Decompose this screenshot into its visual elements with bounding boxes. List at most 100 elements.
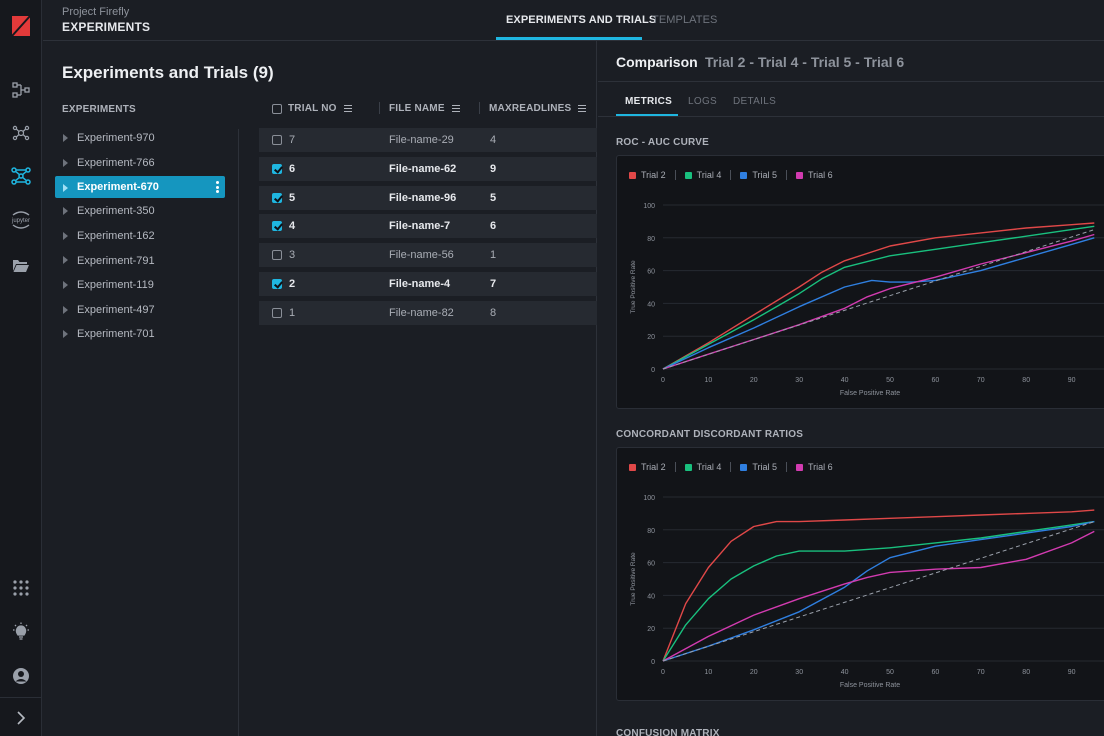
user-icon[interactable] <box>0 662 42 690</box>
select-all-checkbox[interactable] <box>272 104 282 114</box>
top-header: Project Firefly EXPERIMENTS EXPERIMENTS … <box>43 0 1104 41</box>
table-row[interactable]: 3 File-name-56 1 <box>259 243 597 267</box>
column-maxreadlines[interactable]: MAXREADLINES <box>489 103 587 114</box>
tab-details[interactable]: DETAILS <box>733 96 777 107</box>
y-tick-label: 100 <box>643 203 655 210</box>
legend-item[interactable]: Trial 5 <box>740 170 777 180</box>
comparison-title: Comparison <box>616 54 698 70</box>
project-name: Project Firefly <box>62 6 130 18</box>
chart-legend: Trial 2 Trial 4 Trial 5 Trial 6 <box>629 170 842 180</box>
table-row[interactable]: 5 File-name-96 5 <box>259 186 597 210</box>
column-separator <box>379 102 380 114</box>
experiment-item-selected[interactable]: Experiment-670 <box>55 176 225 199</box>
experiment-item[interactable]: Experiment-162 <box>55 224 225 249</box>
experiment-item[interactable]: Experiment-701 <box>55 322 225 347</box>
x-tick-label: 60 <box>932 669 940 676</box>
table-row[interactable]: 4 File-name-7 6 <box>259 214 597 238</box>
y-tick-label: 20 <box>647 334 655 341</box>
expand-caret-icon[interactable] <box>63 134 68 142</box>
row-checkbox-checked[interactable] <box>272 279 282 289</box>
expand-caret-icon[interactable] <box>63 184 68 193</box>
y-tick-label: 0 <box>651 659 655 666</box>
x-axis-label: False Positive Rate <box>840 390 900 397</box>
legend-item[interactable]: Trial 5 <box>740 462 777 472</box>
expand-caret-icon[interactable] <box>63 158 68 167</box>
y-tick-label: 80 <box>647 236 655 243</box>
legend-item[interactable]: Trial 6 <box>796 170 833 180</box>
column-menu-icon[interactable] <box>343 105 352 112</box>
expand-caret-icon[interactable] <box>63 280 68 289</box>
column-menu-icon[interactable] <box>578 105 587 112</box>
row-checkbox-checked[interactable] <box>272 221 282 231</box>
expand-chevron-icon[interactable] <box>0 704 42 732</box>
expand-caret-icon[interactable] <box>63 207 68 216</box>
expand-caret-icon[interactable] <box>63 330 68 339</box>
row-checkbox[interactable] <box>272 135 282 145</box>
concordant-chart: Trial 2 Trial 4 Trial 5 Trial 6 0 20 40 60 8… <box>616 447 1104 701</box>
y-tick-label: 100 <box>643 495 655 502</box>
experiment-item[interactable]: Experiment-766 <box>55 151 225 176</box>
x-tick-label: 40 <box>841 377 849 384</box>
page-title: Experiments and Trials (9) <box>62 63 274 82</box>
x-tick-label: 80 <box>1022 377 1030 384</box>
x-tick-label: 0 <box>661 377 665 384</box>
trials-table-header: TRIAL NO FILE NAME MAXREADLINES <box>259 100 597 118</box>
y-tick-label: 60 <box>647 561 655 568</box>
experiments-panel: Experiments and Trials (9) EXPERIMENTS E… <box>43 41 597 736</box>
series-line-trial-5 <box>662 520 1095 662</box>
row-checkbox-checked[interactable] <box>272 193 282 203</box>
x-tick-label: 50 <box>886 377 894 384</box>
pipeline-icon[interactable] <box>0 76 42 104</box>
series-line-trial-2 <box>662 509 1095 662</box>
series-line-trial-4 <box>662 225 1095 370</box>
column-trial-no[interactable]: TRIAL NO <box>288 103 352 114</box>
column-file-name[interactable]: FILE NAME <box>389 103 460 114</box>
concordant-chart-plot: 0 20 40 60 80 100 0 10 20 30 40 50 60 70 80 90 False Pos… <box>630 495 1104 689</box>
expand-caret-icon[interactable] <box>63 305 68 314</box>
chart-title-roc: ROC - AUC CURVE <box>616 137 710 148</box>
x-axis-label: False Positive Rate <box>840 682 900 689</box>
experiment-item[interactable]: Experiment-970 <box>55 126 225 151</box>
series-line-trial-6 <box>662 530 1095 662</box>
confusion-matrix-title: CONFUSION MATRIX <box>616 728 720 736</box>
table-row[interactable]: 6 File-name-62 9 <box>259 157 597 181</box>
legend-item[interactable]: Trial 2 <box>629 462 666 472</box>
y-axis-label: True Positive Rate <box>630 552 637 606</box>
experiment-item[interactable]: Experiment-350 <box>55 199 225 224</box>
more-options-icon[interactable] <box>216 181 219 194</box>
chart-legend: Trial 2 Trial 4 Trial 5 Trial 6 <box>629 462 842 472</box>
row-checkbox-checked[interactable] <box>272 164 282 174</box>
tab-metrics[interactable]: METRICS <box>625 96 673 107</box>
folder-icon[interactable] <box>0 251 42 279</box>
tab-experiments-and-trials[interactable]: EXPERIMENTS AND TRIALS <box>506 14 657 26</box>
x-tick-label: 0 <box>661 669 665 676</box>
legend-item[interactable]: Trial 4 <box>684 462 721 472</box>
lightbulb-icon[interactable] <box>0 618 42 646</box>
expand-caret-icon[interactable] <box>63 231 68 240</box>
tab-templates[interactable]: TEMPLATES <box>652 14 718 26</box>
table-row[interactable]: 7 File-name-29 4 <box>259 128 597 152</box>
tab-logs[interactable]: LOGS <box>688 96 717 107</box>
legend-item[interactable]: Trial 2 <box>629 170 666 180</box>
experiment-item[interactable]: Experiment-119 <box>55 273 225 298</box>
experiments-icon[interactable] <box>0 162 42 190</box>
metrics-tab-indicator <box>616 114 678 116</box>
experiment-item[interactable]: Experiment-791 <box>55 248 225 273</box>
legend-item[interactable]: Trial 4 <box>684 170 721 180</box>
apps-grid-icon[interactable] <box>0 574 42 602</box>
row-checkbox[interactable] <box>272 308 282 318</box>
table-row[interactable]: 2 File-name-4 7 <box>259 272 597 296</box>
y-tick-label: 80 <box>647 528 655 535</box>
x-tick-label: 20 <box>750 669 758 676</box>
table-row[interactable]: 1 File-name-82 8 <box>259 301 597 325</box>
experiments-heading: EXPERIMENTS <box>62 104 136 115</box>
logo-icon[interactable] <box>0 0 42 52</box>
experiment-item[interactable]: Experiment-497 <box>55 298 225 323</box>
jupyter-icon[interactable]: jupyter <box>0 206 42 234</box>
row-checkbox[interactable] <box>272 250 282 260</box>
legend-item[interactable]: Trial 6 <box>796 462 833 472</box>
network-icon[interactable] <box>0 119 42 147</box>
expand-caret-icon[interactable] <box>63 256 68 265</box>
column-menu-icon[interactable] <box>451 105 460 112</box>
